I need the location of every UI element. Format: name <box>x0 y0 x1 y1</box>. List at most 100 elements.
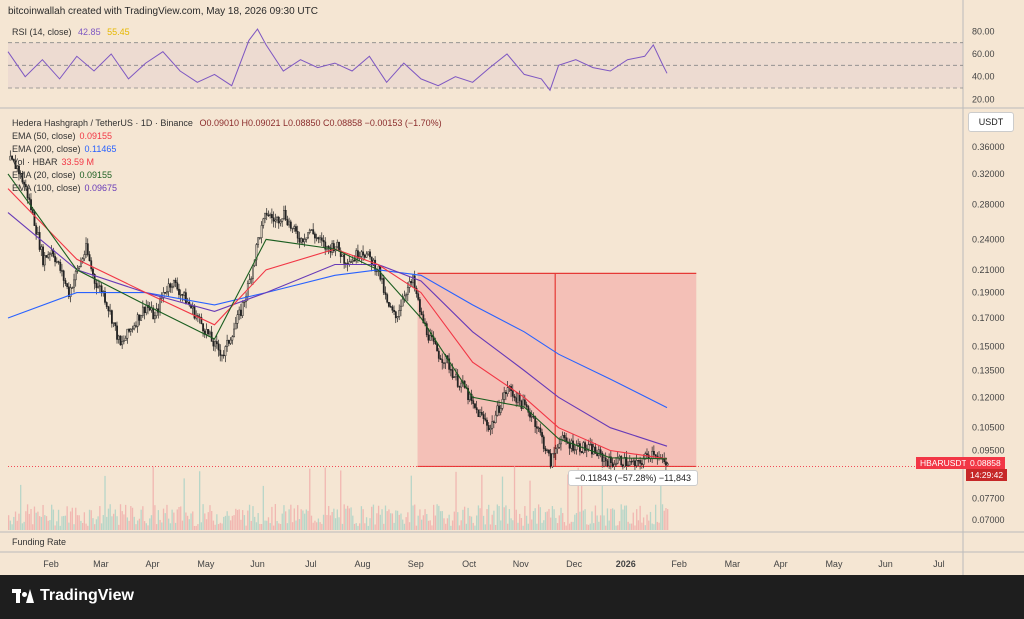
currency-button[interactable]: USDT <box>968 112 1014 132</box>
candle-body <box>396 316 399 319</box>
candle-body <box>317 237 320 240</box>
volume-bar <box>491 514 493 530</box>
candle-body <box>537 427 540 429</box>
volume-bar <box>83 512 86 530</box>
volume-bar <box>245 525 247 530</box>
volume-bar <box>171 509 173 530</box>
candle-body <box>544 448 547 451</box>
volume-bar <box>68 522 70 530</box>
candle-body <box>467 388 469 401</box>
chart-area[interactable]: 80.00 60.00 40.00 20.00 0.36000 0.32000 0.2800… <box>0 0 1024 575</box>
volume-bar <box>240 519 242 530</box>
volume-bar <box>322 514 325 530</box>
candle-body <box>522 399 525 409</box>
candle-body <box>539 427 542 433</box>
candle-body <box>117 335 120 340</box>
volume-bar <box>472 522 474 530</box>
volume-bar <box>340 470 342 530</box>
candle-body <box>172 279 175 287</box>
volume-bar <box>248 504 251 530</box>
candle-body <box>222 354 225 357</box>
volume-bar <box>570 521 572 530</box>
candle-body <box>131 328 134 330</box>
candle-body <box>542 436 545 449</box>
candle-body <box>126 328 129 339</box>
volume-bar <box>13 516 15 530</box>
volume-bar <box>369 518 371 530</box>
volume-bar <box>116 516 118 530</box>
candle-body <box>107 306 110 312</box>
volume-bar <box>357 525 359 530</box>
candle-body <box>61 270 63 272</box>
candle-body <box>95 283 98 288</box>
volume-bar <box>260 524 263 530</box>
funding-rate-label: Funding Rate <box>12 537 67 547</box>
indicator-label: EMA (20, close) <box>12 170 76 180</box>
volume-bar <box>326 514 328 530</box>
volume-bar <box>383 523 385 530</box>
volume-bar <box>202 504 204 530</box>
candle-body <box>288 221 291 226</box>
volume-bar <box>479 508 481 530</box>
volume-bar <box>176 509 178 530</box>
volume-bar <box>550 517 552 530</box>
volume-bar <box>658 522 660 530</box>
candle-body <box>269 214 272 216</box>
candle-body <box>110 310 113 324</box>
candle-body <box>360 251 363 257</box>
volume-bar <box>111 516 113 530</box>
candle-body <box>635 460 638 466</box>
volume-bar <box>56 521 58 530</box>
candle-body <box>374 259 377 272</box>
volume-bar <box>99 506 101 530</box>
candle-body <box>272 217 275 222</box>
volume-bar <box>476 515 478 530</box>
volume-bar <box>377 505 380 530</box>
candle-body <box>109 310 112 312</box>
candle-body <box>384 292 387 295</box>
volume-bar <box>429 520 431 530</box>
volume-bar <box>493 510 495 530</box>
volume-bar <box>656 521 659 530</box>
volume-bar <box>584 509 586 530</box>
candle-body <box>112 322 115 324</box>
volume-bar <box>309 468 311 530</box>
candle-body <box>527 406 530 413</box>
tradingview-logo[interactable]: TradingView <box>12 587 134 605</box>
credit-text: bitcoinwallah created with TradingView.c… <box>8 6 318 17</box>
candle-body <box>214 341 217 347</box>
volume-bar <box>534 508 536 530</box>
candle-body <box>489 428 492 430</box>
chart-svg[interactable]: 80.00 60.00 40.00 20.00 0.36000 0.32000 0.2800… <box>0 0 1024 575</box>
candle-body <box>98 285 101 287</box>
volume-bar <box>350 507 352 530</box>
candle-body <box>191 306 194 309</box>
volume-bar <box>420 519 423 530</box>
volume-bar <box>599 515 602 530</box>
volume-bar <box>596 515 598 530</box>
time-tick-label: 2026 <box>616 559 636 569</box>
candle-body <box>482 414 485 419</box>
volume-bar <box>651 523 653 530</box>
volume-bar <box>648 520 650 530</box>
candle-body <box>525 404 528 407</box>
volume-bar <box>140 509 142 530</box>
volume-bar <box>352 515 354 530</box>
volume-bar <box>622 509 624 530</box>
candle-body <box>625 457 628 467</box>
volume-bar <box>417 515 419 530</box>
volume-bar <box>465 523 468 530</box>
volume-bar <box>422 515 424 530</box>
candle-body <box>551 453 554 468</box>
volume-bar <box>331 511 333 530</box>
candle-body <box>176 282 179 290</box>
volume-bar <box>388 509 390 530</box>
candle-body <box>553 452 556 455</box>
candle-body <box>460 382 463 388</box>
volume-bar <box>102 515 104 530</box>
volume-bar <box>474 525 476 530</box>
candle-body <box>154 315 156 320</box>
volume-bar <box>33 506 36 530</box>
volume-bar <box>75 507 77 530</box>
volume-bar <box>112 513 115 530</box>
